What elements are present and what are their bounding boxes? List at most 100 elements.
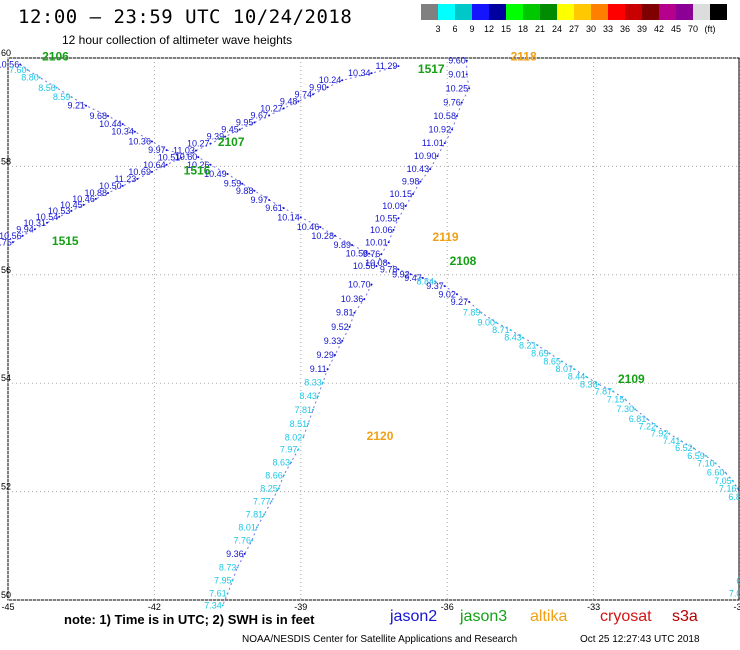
track-point (21, 234, 24, 237)
pass-time-label: 2107 (218, 135, 245, 149)
wave-height-value: 10.69 (128, 167, 151, 177)
y-tick-label: 60 (1, 48, 11, 58)
wave-height-value: 11.23 (114, 174, 136, 184)
track-point (370, 72, 373, 75)
track-point (468, 300, 471, 303)
track-point (656, 425, 659, 428)
scale-swatch (676, 4, 693, 20)
track-point (150, 140, 153, 143)
wave-height-value: 10.34 (111, 127, 134, 137)
track-point (370, 283, 373, 286)
track-point (238, 128, 241, 131)
scale-swatch (557, 4, 574, 20)
wave-height-value: 10.92 (429, 125, 452, 135)
track-point (165, 149, 168, 152)
track-point (312, 93, 314, 96)
track-point (121, 184, 124, 187)
scale-label: 45 (670, 24, 682, 34)
scale-label: 9 (469, 24, 475, 34)
wave-height-value: 7.87 (595, 386, 613, 396)
track-point (348, 325, 351, 328)
wave-height-value: 10.15 (390, 189, 413, 199)
wave-height-value: 6.52 (675, 443, 693, 453)
wave-height-value: 9.95 (236, 117, 254, 127)
wave-height-value: 9.90 (309, 82, 327, 92)
track-point (236, 566, 239, 569)
wave-height-value: 7.95 (214, 575, 232, 585)
wave-height-value: 11.29 (376, 61, 398, 71)
x-tick-label: -33 (587, 602, 600, 612)
wave-height-value: 10.60 (175, 152, 198, 162)
wave-height-value: 10.26 (187, 160, 210, 170)
track-point (253, 189, 256, 192)
pass-time-label: 1517 (418, 62, 445, 76)
wave-height-value: 9.01 (448, 69, 466, 79)
track-point (70, 209, 73, 212)
track-point (363, 298, 366, 301)
wave-height-value: 9.29 (316, 350, 334, 360)
wave-height-value: 10.36 (341, 294, 364, 304)
track-point (33, 228, 36, 231)
wave-height-value: 9.94 (16, 224, 34, 234)
wave-height-value: 9.74 (294, 89, 312, 99)
wave-height-value: 7.61 (209, 588, 227, 598)
track-point (724, 471, 727, 474)
track-point (404, 204, 407, 207)
track-point (392, 228, 395, 231)
wave-height-value: 8.44 (568, 372, 586, 382)
wave-height-value: 10.43 (407, 164, 430, 174)
wave-height-value: 9.39 (207, 132, 225, 142)
track-point (231, 579, 234, 582)
track-point (465, 73, 468, 76)
wave-height-value: 6. (736, 576, 740, 586)
x-tick-label: -42 (148, 602, 161, 612)
wave-height-value: 10.08 (365, 258, 388, 268)
wave-height-value: 10.06 (370, 225, 393, 235)
wave-height-value: 10.46 (297, 222, 320, 232)
wave-height-value: 8.01 (238, 522, 256, 532)
wave-height-value: 6.59 (687, 451, 705, 461)
track-point (107, 114, 110, 117)
scale-swatch (625, 4, 642, 20)
wave-height-value: 7.81 (294, 405, 312, 415)
track-point (290, 461, 293, 464)
track-point (351, 243, 354, 246)
wave-height-value: 10.01 (365, 237, 388, 247)
wave-height-value: 9.67 (251, 110, 269, 120)
wave-height-value: 10.36 (128, 136, 151, 146)
track-point (341, 339, 344, 342)
track-point (326, 86, 329, 89)
wave-height-value: 8.69 (531, 348, 549, 358)
satellite-legend-jason3: jason3 (460, 608, 508, 625)
track-point (226, 172, 229, 175)
wave-height-value: 11.03 (173, 146, 195, 156)
wave-height-value: 10.50 (99, 181, 122, 191)
wave-height-value: 9.89 (334, 240, 352, 250)
track-point (451, 128, 454, 131)
wave-height-value: 7.41 (663, 436, 681, 446)
wave-height-value: 7.60 (9, 65, 27, 75)
wave-height-value: 10.53 (48, 206, 71, 216)
x-tick-label: -45 (1, 602, 14, 612)
wave-height-value: 10.88 (85, 188, 108, 198)
wave-height-value: 10.31 (24, 218, 47, 228)
track-point (455, 293, 458, 296)
generated-timestamp: Oct 25 12:27:43 UTC 2018 (580, 634, 700, 645)
wave-height-value: 10.44 (99, 119, 122, 129)
x-tick-label: -36 (441, 602, 454, 612)
track-point (465, 59, 468, 62)
track-point (429, 168, 432, 171)
track-point (321, 381, 324, 384)
scale-label: 27 (568, 24, 580, 34)
track-point (412, 193, 415, 196)
pass-time-label: 2119 (433, 230, 459, 244)
track-point (312, 408, 314, 411)
wave-height-value: 8.71 (492, 325, 510, 335)
track-point (704, 454, 707, 457)
y-tick-label: 58 (1, 156, 11, 166)
wave-height-value: 9.48 (280, 96, 298, 106)
scale-label: 15 (500, 24, 512, 34)
x-tick-label: -39 (294, 602, 307, 612)
wave-height-value: 6.8 (728, 492, 740, 502)
